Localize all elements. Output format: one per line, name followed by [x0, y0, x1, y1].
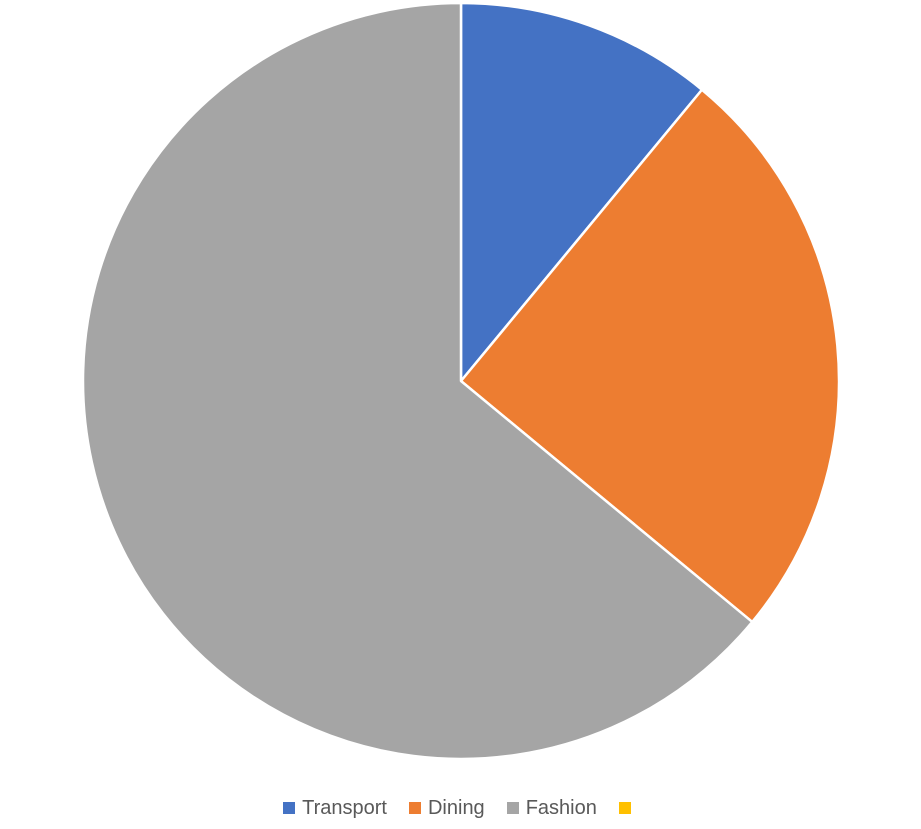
legend-label: Dining	[427, 797, 485, 819]
legend-label: Fashion	[525, 797, 597, 819]
legend-item: Fashion	[506, 794, 597, 822]
legend-swatch	[618, 802, 631, 814]
pie-slices	[81, 1, 841, 761]
pie-slice-transport	[459, 1, 704, 383]
legend-item	[618, 794, 638, 822]
pie-slice-dining	[459, 88, 841, 624]
chart-legend: Transport Dining Fashion	[0, 794, 921, 822]
pie-slice-fashion	[81, 1, 754, 761]
legend-item: Dining	[408, 794, 485, 822]
legend-swatch	[283, 802, 296, 814]
legend-swatch	[408, 802, 421, 814]
legend-item: Transport	[283, 794, 387, 822]
legend-label: Transport	[302, 797, 387, 819]
legend-swatch	[506, 802, 519, 814]
